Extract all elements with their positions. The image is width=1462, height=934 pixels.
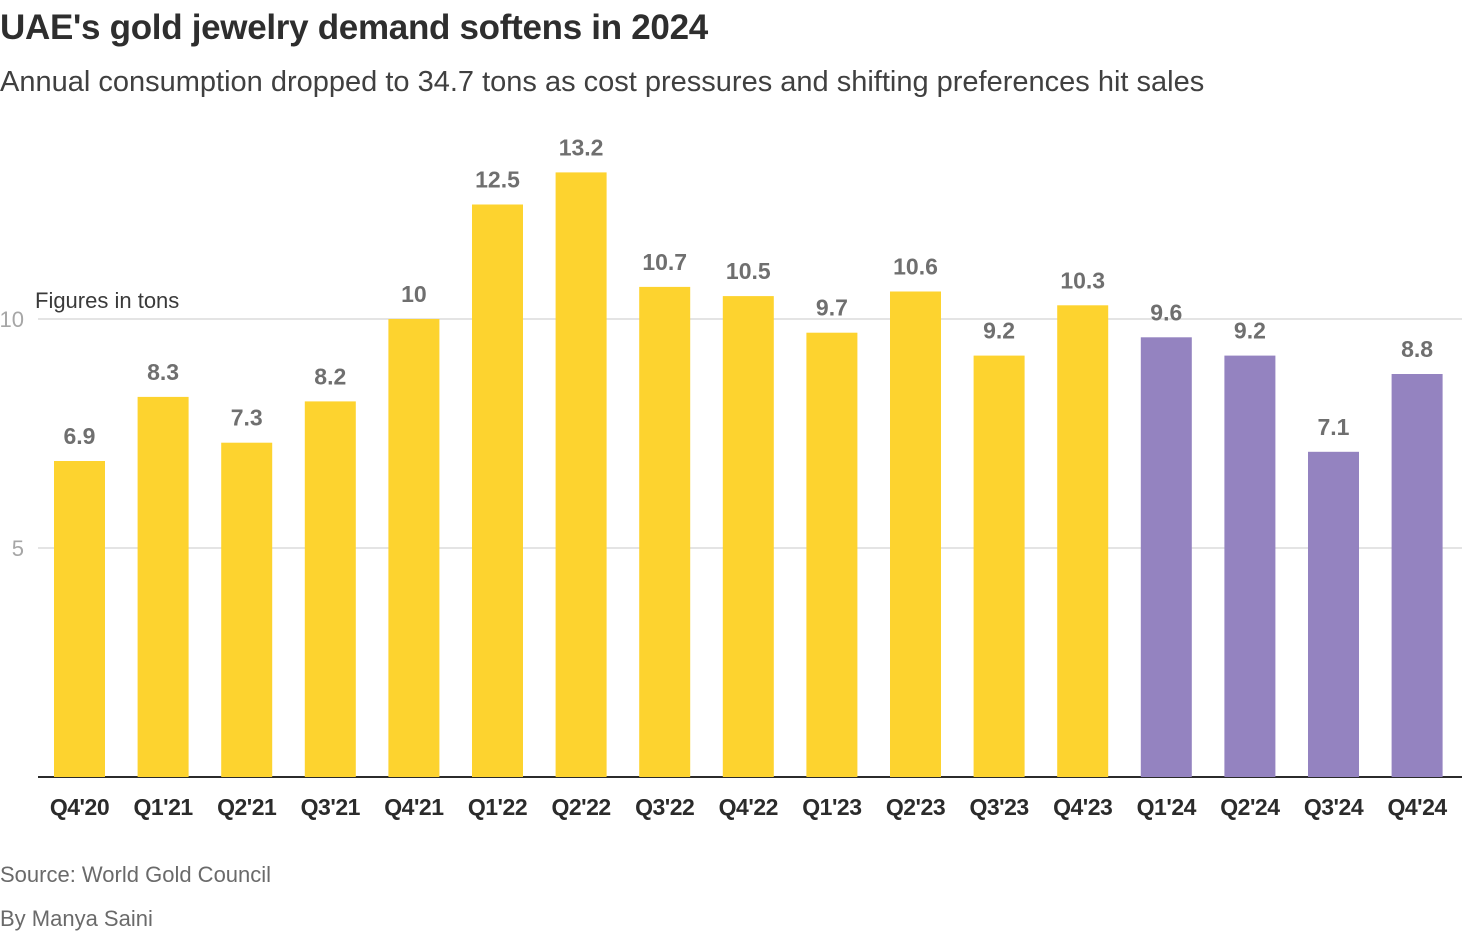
bar-Q2'24 <box>1224 355 1276 777</box>
bar-Q1'23 <box>806 332 858 777</box>
x-tick-label: Q4'21 <box>384 794 444 820</box>
x-tick-label: Q1'22 <box>468 794 527 820</box>
bar-Q3'23 <box>973 355 1025 777</box>
bar-Q4'24 <box>1391 374 1443 777</box>
x-tick-label: Q2'24 <box>1220 794 1280 820</box>
chart-subtitle: Annual consumption dropped to 34.7 tons … <box>0 66 1205 98</box>
value-label: 10.7 <box>642 249 687 275</box>
value-label: 8.3 <box>147 359 179 385</box>
value-label: 9.7 <box>816 295 848 321</box>
bar-Q2'22 <box>555 172 607 777</box>
x-tick-label: Q4'23 <box>1053 794 1112 820</box>
units-annotation: Figures in tons <box>35 288 179 313</box>
chart-title: UAE's gold jewelry demand softens in 202… <box>0 8 708 47</box>
value-label: 8.2 <box>314 363 346 389</box>
value-label: 7.1 <box>1318 414 1350 440</box>
value-label: 10.5 <box>726 258 771 284</box>
bar-Q4'20 <box>54 461 105 777</box>
bar-Q1'21 <box>137 396 189 777</box>
value-label: 6.9 <box>64 423 96 449</box>
bar-Q1'22 <box>472 204 523 777</box>
value-label: 7.3 <box>231 405 263 431</box>
bar-Q4'23 <box>1057 305 1109 777</box>
x-tick-label: Q4'20 <box>50 794 109 820</box>
y-tick-label: 10 <box>0 307 24 332</box>
bar-Q3'22 <box>639 286 691 777</box>
byline: By Manya Saini <box>0 906 153 931</box>
x-tick-label: Q2'22 <box>551 794 610 820</box>
x-tick-label: Q4'24 <box>1387 794 1447 820</box>
value-label: 9.2 <box>983 318 1015 344</box>
bar-Q3'21 <box>304 401 356 777</box>
x-tick-label: Q1'21 <box>133 794 193 820</box>
bar-Q2'21 <box>221 442 273 777</box>
bar-Q4'22 <box>722 296 774 777</box>
x-tick-label: Q4'22 <box>719 794 778 820</box>
x-tick-label: Q3'21 <box>301 794 361 820</box>
x-tick-label: Q2'23 <box>886 794 945 820</box>
x-tick-label: Q2'21 <box>217 794 277 820</box>
x-tick-label: Q3'22 <box>635 794 694 820</box>
value-label: 9.2 <box>1234 318 1266 344</box>
bar-Q2'23 <box>890 291 941 777</box>
value-label: 12.5 <box>475 167 520 193</box>
source-note: Source: World Gold Council <box>0 862 272 887</box>
bar-Q1'24 <box>1140 337 1192 777</box>
x-tick-label: Q3'24 <box>1304 794 1364 820</box>
bar-Q3'24 <box>1308 451 1359 777</box>
x-tick-label: Q1'23 <box>802 794 861 820</box>
y-tick-label: 5 <box>12 536 24 561</box>
x-tick-label: Q3'23 <box>969 794 1028 820</box>
value-label: 9.6 <box>1150 299 1182 325</box>
bar-Q4'21 <box>388 319 440 777</box>
value-label: 10.3 <box>1060 267 1105 293</box>
value-label: 10.6 <box>893 254 938 280</box>
value-label: 8.8 <box>1401 336 1433 362</box>
x-tick-label: Q1'24 <box>1137 794 1197 820</box>
value-label: 10 <box>401 281 427 307</box>
value-label: 13.2 <box>559 134 604 160</box>
